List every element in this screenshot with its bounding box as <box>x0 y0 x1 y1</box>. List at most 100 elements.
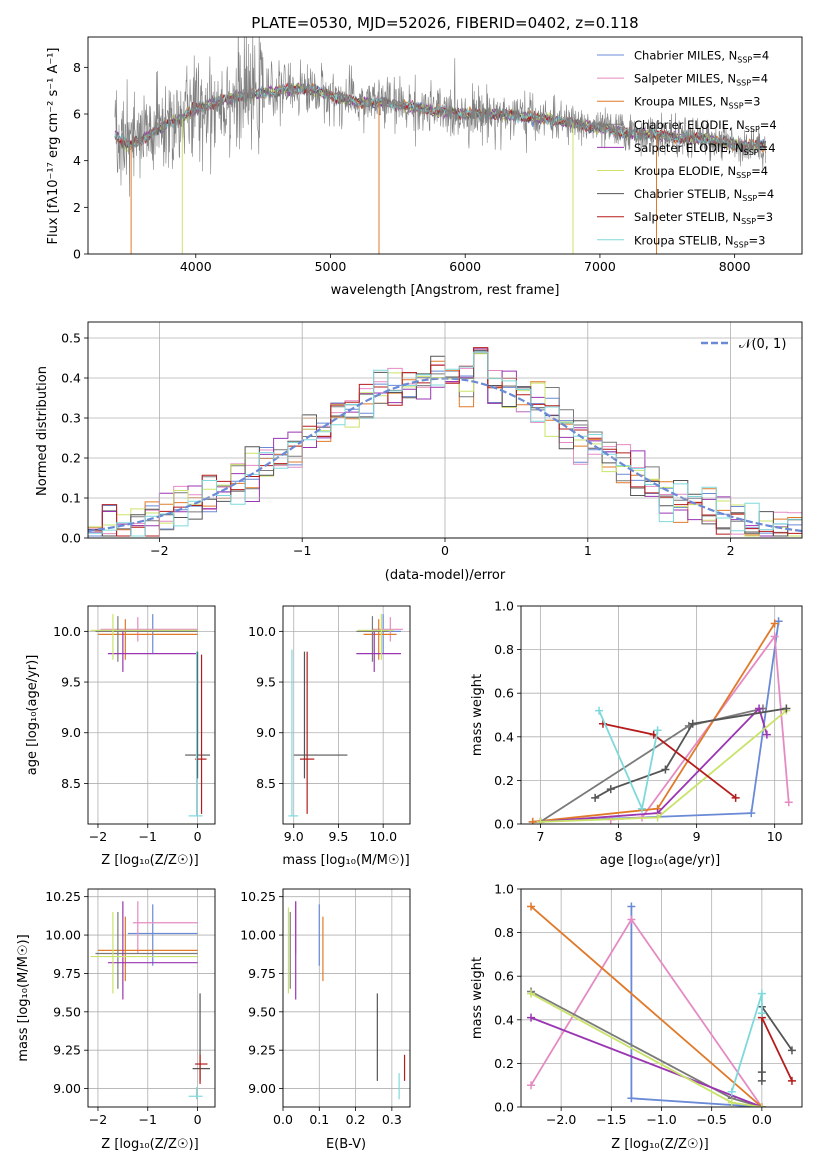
x-tick-label: 9.0 <box>284 829 304 844</box>
y-tick-label: 8.5 <box>256 776 276 791</box>
age-vs-z-x-axis-label: Z [log₁₀(Z/Z☉)] <box>101 853 198 868</box>
plus-marker <box>527 1013 536 1022</box>
plus-marker <box>527 902 536 911</box>
plus-marker <box>757 1076 766 1085</box>
mass-weight-line <box>730 993 763 1092</box>
age-vs-mass-panel: 9.0 9.5 10.0 8.5 9.0 9.5 10.0 <box>248 605 411 844</box>
y-tick-label: 0.4 <box>494 729 514 744</box>
axes-frame <box>87 888 216 1108</box>
spectrum-legend: Chabrier MILES, NSSP=4 Salpeter MILES, NS… <box>597 49 777 249</box>
x-tick-label: −1.0 <box>646 1112 676 1127</box>
age-vs-mass-x-axis-label: mass [log₁₀(M/M☉)] <box>282 853 409 868</box>
x-tick-label: 10.0 <box>369 829 397 844</box>
x-tick-label: −1 <box>139 829 157 844</box>
y-tick-label: 9.25 <box>53 1043 81 1058</box>
plus-marker <box>595 706 604 715</box>
residual-x-axis-label: (data-model)/error <box>385 568 506 583</box>
residual-y-axis-label: Normed distribution <box>35 366 50 496</box>
legend-label: Kroupa STELIB, NSSP=3 <box>634 233 765 249</box>
mass-weight-line <box>594 707 787 799</box>
x-tick-label: 9.5 <box>329 829 349 844</box>
line-plot-area <box>528 617 793 824</box>
x-tick-label: 1 <box>584 543 592 558</box>
plus-marker <box>627 902 636 911</box>
plus-marker <box>757 1103 766 1107</box>
weight-vs-age-y-axis-label: mass weight <box>470 674 485 756</box>
y-tick-label: 10.00 <box>45 928 81 943</box>
legend-label: Kroupa ELODIE, NSSP=4 <box>634 164 768 180</box>
x-tick-label: −1.5 <box>596 1112 626 1127</box>
plus-marker <box>528 817 537 824</box>
plus-marker <box>782 704 791 713</box>
plus-marker <box>661 765 670 774</box>
plus-marker <box>653 726 662 735</box>
x-tick-label: −2 <box>89 1112 107 1127</box>
mass-weight-line <box>610 634 790 821</box>
legend-label: Salpeter MILES, NSSP=4 <box>634 72 768 88</box>
plus-marker <box>653 813 662 822</box>
x-tick-label: −2 <box>150 543 168 558</box>
errorbar-plot-area <box>288 614 403 817</box>
mass-weight-line <box>630 906 762 1107</box>
x-tick-label: 0.2 <box>346 1112 366 1127</box>
plus-marker <box>731 793 740 802</box>
mass-weight-vs-age-panel: 7 8 9 10 0.0 0.2 0.4 0.6 0.8 1.0 <box>494 599 803 844</box>
plus-marker <box>757 1009 766 1018</box>
errorbar-plot-area <box>287 901 406 1100</box>
weight-vs-z-x-axis-label: Z [log₁₀(Z/Z☉)] <box>611 1137 708 1152</box>
axes-frame <box>520 605 803 825</box>
residual-axes: −2 −1 0 1 2 0.0 0.1 0.2 0.3 0.4 0.5 <box>61 321 803 558</box>
y-tick-label: 8 <box>73 60 81 75</box>
plus-marker <box>727 1098 736 1107</box>
line-plot-area <box>527 902 796 1107</box>
axes-frame <box>282 605 411 825</box>
y-tick-label: 1.0 <box>494 599 514 614</box>
y-tick-label: 9.0 <box>256 725 276 740</box>
axes-frame <box>520 888 803 1108</box>
y-tick-label: 0 <box>73 247 81 262</box>
y-tick-label: 9.5 <box>61 675 81 690</box>
mass-weight-line <box>530 905 763 1107</box>
x-tick-label: 2 <box>727 543 735 558</box>
y-tick-label: 0.5 <box>61 331 81 346</box>
plus-marker <box>527 989 536 998</box>
plus-marker <box>770 632 779 641</box>
y-tick-label: 9.5 <box>256 675 276 690</box>
plus-marker <box>536 817 545 824</box>
y-tick-label: 10.0 <box>248 624 276 639</box>
y-tick-label: 9.75 <box>53 966 81 981</box>
mass-weight-line <box>761 1003 793 1081</box>
mass-weight-line <box>540 709 787 823</box>
legend-label: Chabrier ELODIE, NSSP=4 <box>634 118 777 134</box>
plus-marker <box>591 793 600 802</box>
plus-marker <box>755 704 764 713</box>
y-tick-label: 4 <box>73 153 81 168</box>
mass-vs-z-y-axis-label: mass [log₁₀(M/M☉)] <box>16 934 31 1061</box>
y-tick-label: 0.0 <box>494 1100 514 1115</box>
y-tick-label: 9.00 <box>248 1081 276 1096</box>
weight-vs-age-x-axis-label: age [log₁₀(age/yr)] <box>600 853 721 868</box>
plus-marker <box>757 989 766 998</box>
y-tick-label: 0.0 <box>494 817 514 832</box>
x-tick-label: −0.5 <box>696 1112 726 1127</box>
x-tick-label: 10 <box>767 829 783 844</box>
y-tick-label: 6 <box>73 107 81 122</box>
y-tick-label: 0.8 <box>494 642 514 657</box>
axes-frame <box>87 321 803 539</box>
plus-marker <box>527 1081 536 1090</box>
spectrum-x-axis-label: wavelength [Angstrom, rest frame] <box>331 283 560 298</box>
legend-label: Salpeter STELIB, NSSP=3 <box>634 210 773 226</box>
y-tick-label: 10.0 <box>53 624 81 639</box>
y-tick-label: 1.0 <box>494 882 514 897</box>
y-tick-label: 9.0 <box>61 725 81 740</box>
plus-marker <box>787 1076 796 1085</box>
plus-marker <box>747 809 756 818</box>
mass-weight-line <box>530 990 763 1107</box>
y-tick-label: 10.00 <box>240 928 276 943</box>
mass-vs-ebv-x-axis-label: E(B-V) <box>326 1137 366 1152</box>
observed-spectrum-line <box>114 37 766 197</box>
mass-vs-metallicity-panel: −2 −1 0 9.00 9.25 9.50 9.75 10.00 10.25 <box>45 888 216 1127</box>
x-tick-label: 4000 <box>180 259 212 274</box>
mass-weight-line <box>532 622 776 823</box>
